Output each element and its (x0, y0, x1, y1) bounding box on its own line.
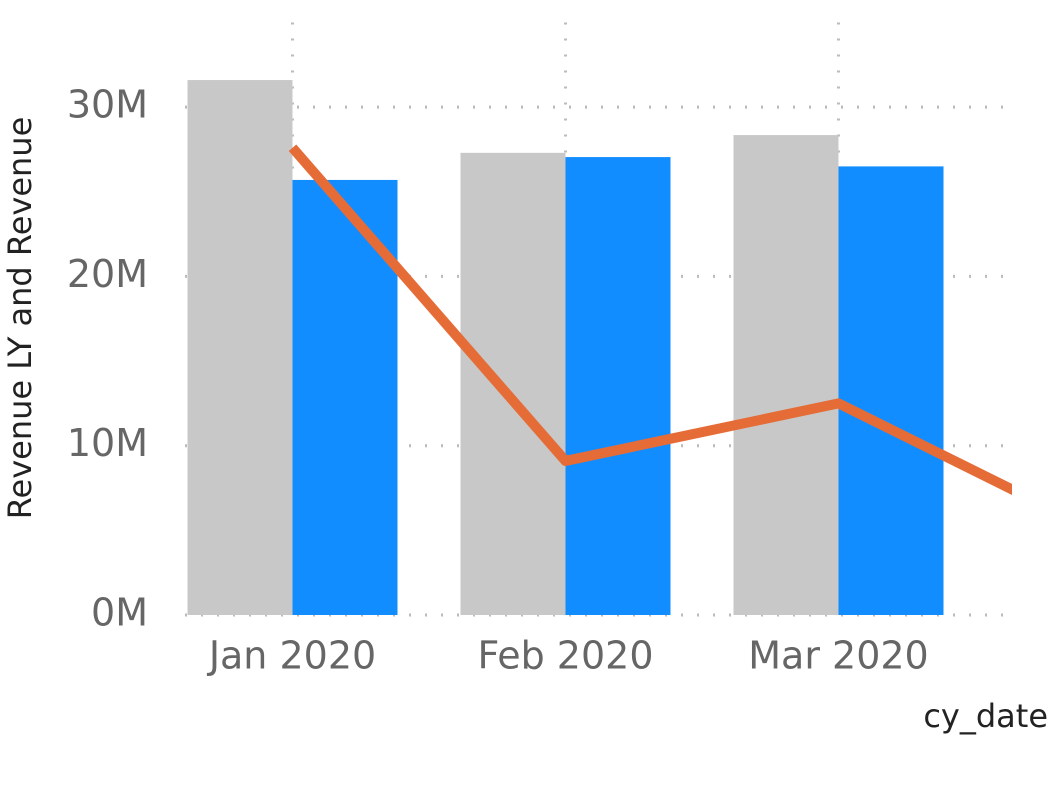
x-tick-label: Feb 2020 (477, 634, 653, 678)
x-tick-label: Mar 2020 (748, 634, 928, 678)
line (288, 144, 1012, 496)
y-axis-title: Revenue LY and Revenue (1, 117, 39, 520)
y-tick-label: 10M (67, 421, 148, 465)
bar (460, 152, 566, 615)
y-tick-label: 20M (67, 252, 148, 296)
x-axis-title: cy_date (923, 697, 1048, 735)
bar (733, 135, 839, 615)
y-tick-label: 0M (91, 591, 148, 635)
bar (838, 166, 944, 615)
bar (187, 80, 293, 616)
plot-area (185, 22, 1012, 617)
x-tick-label: Jan 2020 (207, 634, 376, 678)
y-tick-label: 30M (67, 83, 148, 127)
bar (565, 157, 671, 615)
